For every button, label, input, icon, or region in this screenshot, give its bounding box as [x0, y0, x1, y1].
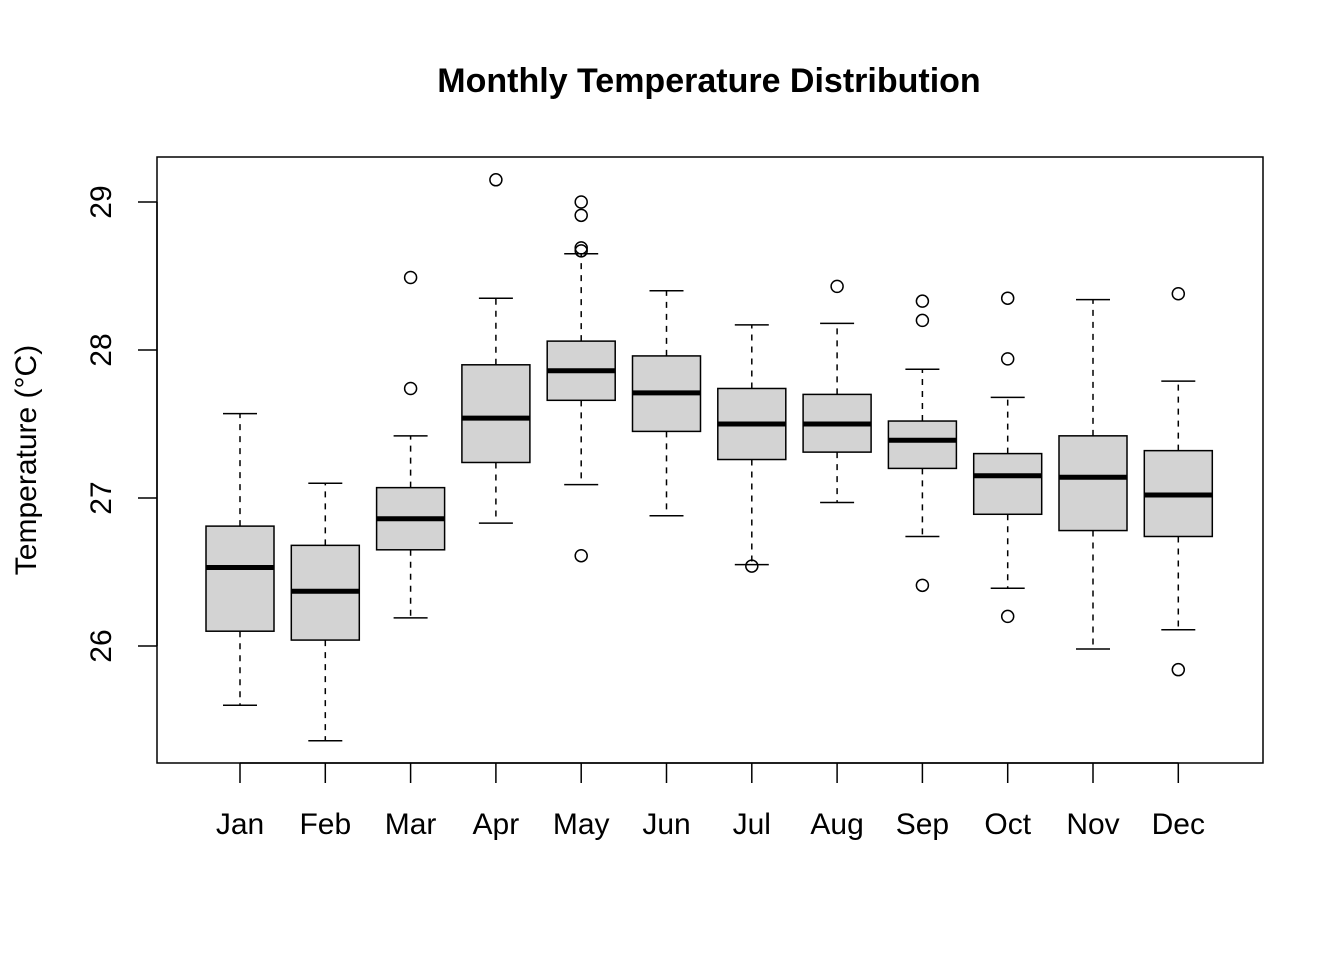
- box-jun: [631, 290, 702, 517]
- box-oct: [972, 291, 1043, 624]
- box-dec: [1143, 287, 1214, 677]
- box-aug: [802, 279, 872, 504]
- outlier-mar-1: [403, 270, 418, 285]
- outlier-oct-1: [1000, 352, 1015, 366]
- x-tick-label-aug: Aug: [810, 808, 863, 841]
- outlier-dec-1: [1171, 287, 1186, 301]
- box-apr: [461, 173, 531, 524]
- x-tick-label-nov: Nov: [1066, 808, 1119, 841]
- y-tick-label-28: 28: [85, 333, 118, 366]
- y-axis-label: Temperature (°C): [10, 345, 43, 575]
- y-tick-label-29: 29: [85, 185, 118, 218]
- iqr-box-oct: [972, 452, 1043, 516]
- box-sep: [887, 294, 958, 593]
- y-tick-label-26: 26: [85, 629, 118, 662]
- outlier-sep-1: [915, 313, 930, 328]
- outlier-oct-2: [1000, 291, 1015, 305]
- iqr-box-nov: [1058, 435, 1128, 532]
- outlier-sep-0: [915, 578, 930, 593]
- iqr-box-sep: [887, 420, 958, 470]
- outlier-may-0: [574, 548, 588, 563]
- outlier-jul-0: [745, 559, 759, 573]
- box-jul: [717, 324, 787, 573]
- outlier-aug-0: [830, 279, 844, 294]
- x-tick-label-jul: Jul: [733, 808, 771, 841]
- x-tick-label-mar: Mar: [385, 808, 437, 841]
- outlier-may-2: [574, 241, 588, 255]
- y-axis: 26 27 28 29: [85, 185, 158, 663]
- x-tick-label-jan: Jan: [216, 808, 264, 841]
- x-tick-label-feb: Feb: [299, 808, 351, 841]
- x-axis: Jan Feb Mar Apr May Jun Jul Aug Sep Oct Nov Dec: [216, 762, 1205, 841]
- x-tick-label-jun: Jun: [642, 808, 690, 841]
- box-jan: [205, 412, 275, 706]
- chart-title: Monthly Temperature Distribution: [437, 62, 980, 100]
- box-mar: [375, 270, 446, 619]
- y-tick-label-27: 27: [85, 481, 118, 514]
- x-tick-label-dec: Dec: [1152, 808, 1205, 841]
- box-may: [546, 195, 616, 563]
- iqr-box-jan: [205, 525, 275, 632]
- outlier-mar-0: [403, 381, 418, 396]
- outlier-may-4: [574, 195, 588, 209]
- boxes-layer: [205, 173, 1214, 742]
- outlier-sep-2: [915, 294, 930, 308]
- outlier-oct-0: [1000, 609, 1015, 624]
- box-nov: [1058, 298, 1128, 650]
- outlier-dec-0: [1171, 662, 1186, 677]
- outlier-apr-0: [489, 173, 503, 187]
- box-feb: [290, 482, 361, 742]
- x-tick-label-sep: Sep: [896, 808, 949, 841]
- outlier-may-3: [574, 208, 588, 223]
- x-tick-label-may: May: [553, 808, 610, 841]
- x-tick-label-apr: Apr: [473, 808, 520, 841]
- iqr-box-apr: [461, 364, 531, 464]
- x-tick-label-oct: Oct: [984, 808, 1031, 841]
